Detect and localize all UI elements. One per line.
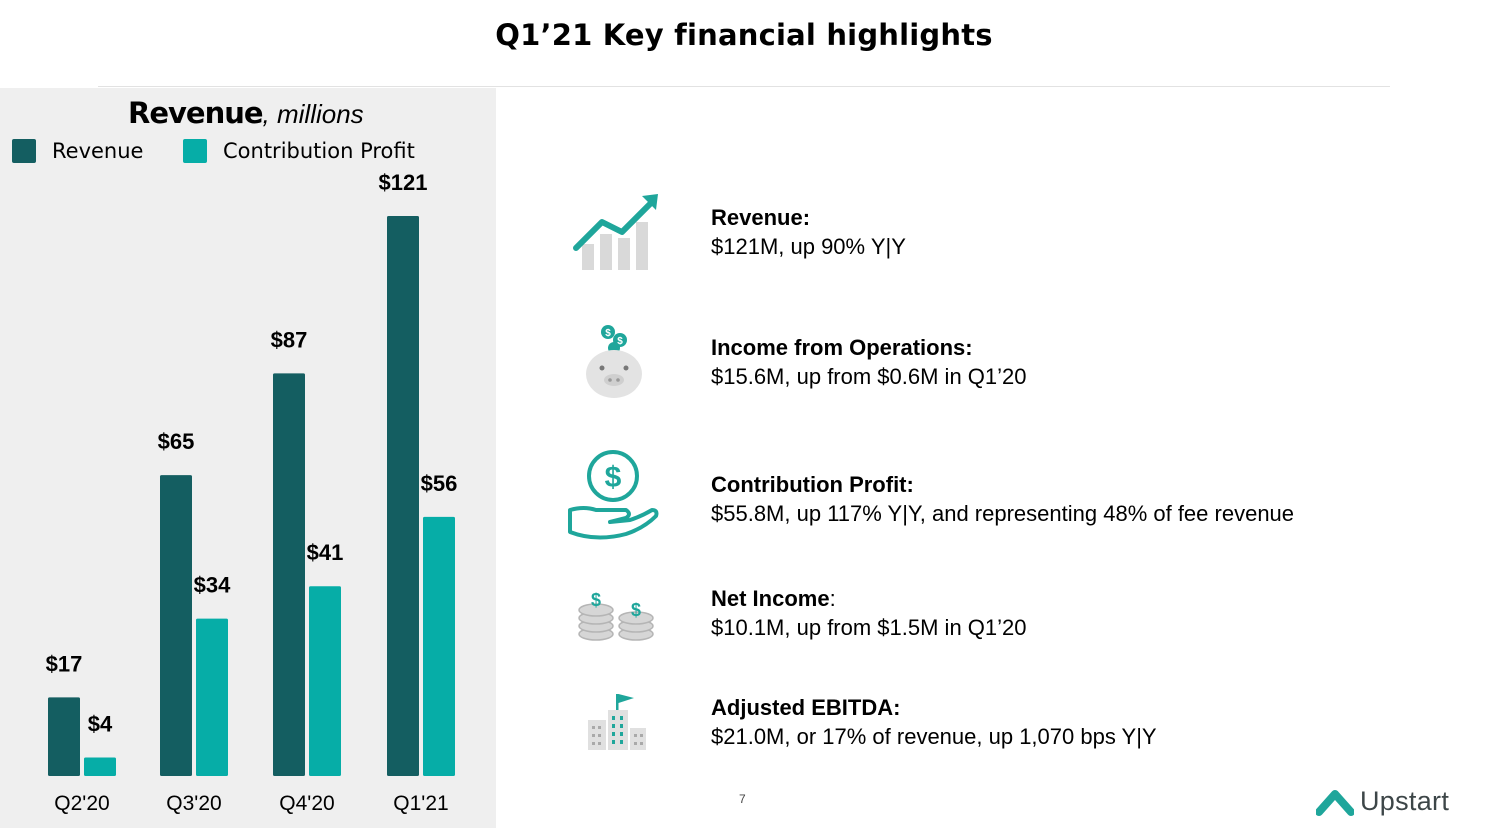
bar-contribution-profit-2 xyxy=(309,586,341,776)
bar-revenue-1 xyxy=(160,475,192,776)
highlight-revenue: Revenue: $121M, up 90% Y|Y xyxy=(711,204,906,261)
data-label-revenue-2: $87 xyxy=(271,327,308,352)
bar-contribution-profit-3 xyxy=(423,516,455,776)
legend-item-contribution-profit: Contribution Profit xyxy=(183,138,415,164)
data-label-contribution-profit-3: $56 xyxy=(421,471,458,496)
highlight-title-suffix: : xyxy=(829,586,836,611)
highlight-net-income: Net Income: $10.1M, up from $1.5M in Q1’… xyxy=(711,585,1027,642)
svg-text:$: $ xyxy=(605,461,622,494)
revenue-chart-panel: Revenue, millions Revenue Contribution P… xyxy=(0,88,496,828)
bar-contribution-profit-1 xyxy=(196,618,228,776)
data-label-revenue-1: $65 xyxy=(158,429,195,454)
svg-text:$: $ xyxy=(631,600,641,620)
data-label-contribution-profit-2: $41 xyxy=(307,540,344,565)
page-title: Q1’21 Key financial highlights xyxy=(495,18,993,52)
legend-swatch-revenue xyxy=(12,139,36,163)
highlight-title: Income from Operations: xyxy=(711,335,973,360)
highlight-income-from-operations: Income from Operations: $15.6M, up from … xyxy=(711,334,1027,391)
chart-title: Revenue, millions xyxy=(128,96,364,130)
chart-subtitle: , millions xyxy=(262,99,364,129)
legend-swatch-contribution-profit xyxy=(183,139,207,163)
highlight-title: Adjusted EBITDA: xyxy=(711,695,901,720)
title-divider xyxy=(98,86,1390,87)
data-label-revenue-0: $17 xyxy=(46,651,83,676)
data-label-contribution-profit-0: $4 xyxy=(88,711,113,736)
bar-revenue-2 xyxy=(273,373,305,776)
x-tick-label: Q3'20 xyxy=(166,792,221,815)
page-number: 7 xyxy=(739,792,746,806)
buildings-flag-icon xyxy=(588,694,646,750)
highlight-value: $55.8M, up 117% Y|Y, and representing 48… xyxy=(711,501,1295,526)
coin-stacks-icon: $ $ xyxy=(578,590,654,641)
legend-label-contribution-profit: Contribution Profit xyxy=(223,139,415,163)
piggy-bank-icon: $ $ xyxy=(586,325,642,398)
bar-revenue-0 xyxy=(48,697,80,776)
svg-text:$: $ xyxy=(617,336,623,347)
highlight-title-text: Net Income xyxy=(711,586,830,611)
highlight-title: Contribution Profit: xyxy=(711,472,914,497)
upstart-logo: Upstart xyxy=(1316,786,1449,817)
highlight-title: Revenue: xyxy=(711,205,811,230)
data-label-revenue-3: $121 xyxy=(379,170,428,195)
highlight-adjusted-ebitda: Adjusted EBITDA: $21.0M, or 17% of reven… xyxy=(711,694,1157,751)
brand-name: Upstart xyxy=(1360,786,1450,816)
x-tick-label: Q2'20 xyxy=(54,792,109,815)
x-tick-label: Q4'20 xyxy=(279,792,334,815)
bar-contribution-profit-0 xyxy=(84,757,116,776)
svg-text:$: $ xyxy=(605,328,611,339)
highlight-value: $21.0M, or 17% of revenue, up 1,070 bps … xyxy=(711,724,1157,749)
legend-item-revenue: Revenue xyxy=(12,138,143,164)
highlight-contribution-profit: Contribution Profit: $55.8M, up 117% Y|Y… xyxy=(711,471,1294,528)
x-tick-label: Q1'21 xyxy=(393,792,448,815)
growth-chart-icon xyxy=(573,194,658,270)
money-hand-icon: $ xyxy=(568,450,659,540)
svg-text:$: $ xyxy=(591,590,601,610)
highlight-value: $10.1M, up from $1.5M in Q1’20 xyxy=(711,615,1027,640)
highlight-value: $121M, up 90% Y|Y xyxy=(711,234,906,259)
data-label-contribution-profit-1: $34 xyxy=(194,573,231,598)
highlight-value: $15.6M, up from $0.6M in Q1’20 xyxy=(711,364,1027,389)
revenue-bar-chart: $17 $4 Q2'20 $65 $34 Q3'20 $87 $41 Q4'20 $121 $56 Q… xyxy=(46,170,458,815)
upstart-logo-icon xyxy=(1316,789,1354,816)
highlight-title: Net Income: xyxy=(711,585,1027,613)
bar-revenue-3 xyxy=(387,216,419,776)
legend-label-revenue: Revenue xyxy=(52,139,144,163)
chart-title-main: Revenue xyxy=(128,96,264,130)
